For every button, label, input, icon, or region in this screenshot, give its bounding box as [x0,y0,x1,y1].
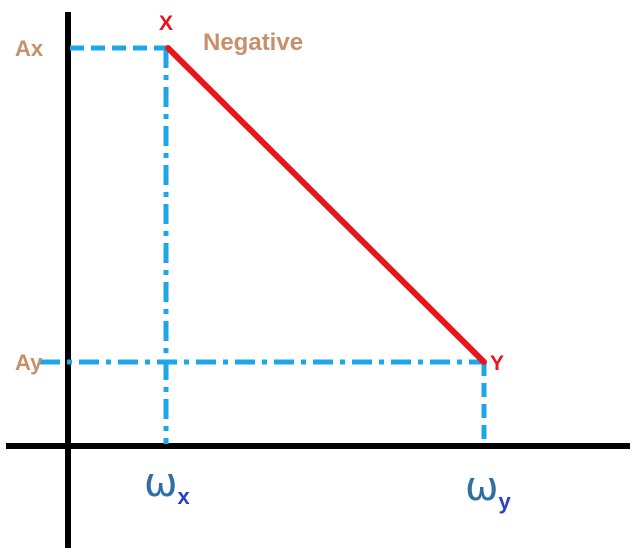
label-negative: Negative [203,29,303,56]
omega-y-subscript: y [499,489,512,514]
omega-x-symbol: ω [144,460,178,506]
label-ay: Ay [15,350,43,375]
label-omega-y: ωy [465,464,512,514]
label-point-x: X [159,12,173,35]
label-ax: Ax [15,36,44,61]
label-omega-x: ωx [144,460,191,509]
omega-y-symbol: ω [465,464,499,510]
segment-x-to-y [165,45,487,365]
omega-x-subscript: x [178,484,191,509]
label-point-y: Y [490,352,504,375]
